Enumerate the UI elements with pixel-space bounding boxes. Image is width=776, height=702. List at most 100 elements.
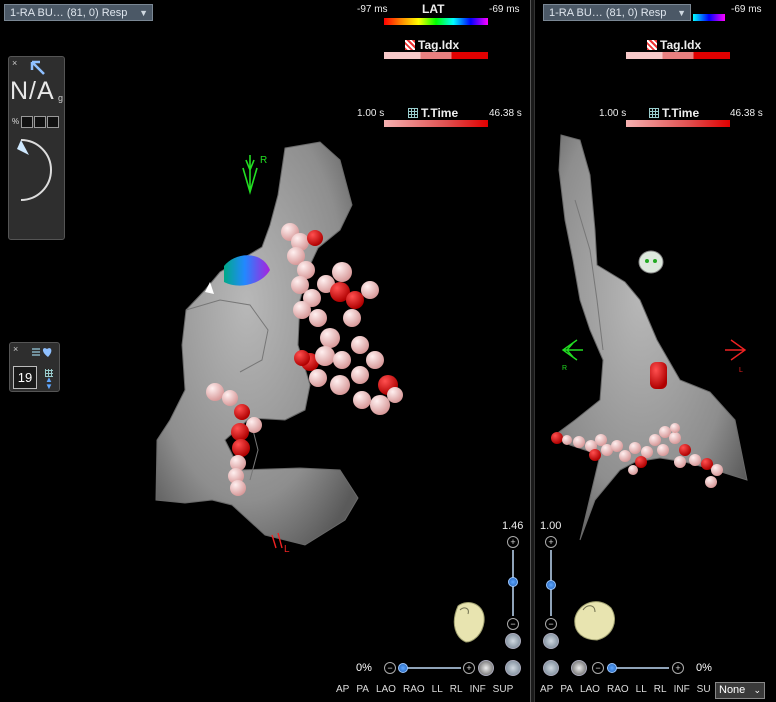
right-opacity-plus[interactable]: + [672,662,684,674]
right-time-min-label: 1.00 s [599,108,627,119]
tag-index-bar [384,52,488,59]
time-title: T.Time [408,106,458,120]
right-view-button-rao[interactable]: RAO [606,684,629,695]
chevron-down-icon: ⌄ [753,685,761,695]
lat-min-label: -97 ms [357,4,388,15]
right-view-button-rl[interactable]: RL [653,684,667,695]
right-opacity-minus[interactable]: − [592,662,604,674]
left-map-selector-label: 1-RA BU… (81, 0) Resp [10,7,128,19]
left-opacity-pct: 0% [356,662,372,674]
right-display-dropdown[interactable]: None ⌄ [715,682,765,699]
right-lat-max-label: -69 ms [731,4,762,15]
left-opacity-plus[interactable]: + [463,662,475,674]
right-heart-view-button[interactable] [543,633,559,649]
right-zoom-out-button[interactable]: − [545,618,557,630]
left-view-button-sup[interactable]: SUP [492,684,514,695]
lat-activation-patch [224,255,270,286]
orient-arrow-top [242,155,258,195]
ablation-tag-spheres [206,223,403,496]
left-zoom-slider-knob[interactable] [508,577,518,587]
left-view-button-pa[interactable]: PA [356,684,369,695]
arrow-pointer-icon [30,60,45,75]
right-opacity-slider-track[interactable] [607,667,669,669]
right-map-selector[interactable]: 1-RA BU… (81, 0) Resp ▼ [543,4,691,21]
left-view-button-inf[interactable]: INF [469,684,486,695]
right-orient-arrow-right [725,339,747,361]
left-view-button-rao[interactable]: RAO [402,684,425,695]
right-zoom-value: 1.00 [540,520,562,532]
catheter-panel-close-button[interactable]: × [12,58,18,68]
left-view-button-ll[interactable]: LL [431,684,443,695]
lat-max-label: -69 ms [489,4,520,15]
chevron-down-icon: ▼ [677,8,686,18]
heart-orientation-icon[interactable] [446,598,494,646]
tag-icon [405,40,415,50]
orient-label-top: R [260,155,267,166]
point-count-box: 19 [13,366,37,389]
catheter-value-sub: g [58,93,64,103]
chevron-down-icon: ▼ [139,8,148,18]
left-opacity-slider-track[interactable] [399,667,461,669]
right-zoom-slider-knob[interactable] [546,580,556,590]
right-view-button-ap[interactable]: AP [540,684,554,695]
counter-stepper[interactable]: ▲ ▼ [45,375,53,391]
contact-force-gauge-icon [17,139,52,201]
right-anatomy-mesh [554,134,748,541]
viewport-divider[interactable] [530,0,535,702]
right-opacity-slider-knob[interactable] [607,663,617,673]
right-opacity-pct: 0% [696,662,712,674]
left-view-button-ap[interactable]: AP [336,684,350,695]
left-zoom-out-button[interactable]: − [507,618,519,630]
left-sphere-button[interactable] [478,660,494,676]
heart-flow-icon [32,348,52,357]
right-view-button-inf[interactable]: INF [673,684,690,695]
right-zoom-in-button[interactable]: + [545,536,557,548]
catheter-value: N/A [10,77,55,105]
left-zoom-in-button[interactable]: + [507,536,519,548]
counter-grid-icon [45,367,53,377]
tag-index-title: Tag.Idx [405,38,459,52]
right-view-button-pa[interactable]: PA [560,684,573,695]
catheter-info-panel: × N/A g % [8,56,65,240]
right-heart-orientation-icon[interactable] [569,594,621,646]
lat-title: LAT [422,2,445,16]
left-heart-mini-button[interactable] [505,660,521,676]
left-zoom-value: 1.46 [502,520,524,532]
left-view-button-lao[interactable]: LAO [375,684,396,695]
right-orient-arrow-left [561,339,583,361]
orient-arrow-bottom [271,532,283,549]
right-heart-mini-button[interactable] [543,660,559,676]
left-view-buttons: AP PA LAO RAO LL RL INF SUP [336,684,520,695]
right-lat-color-bar [693,14,725,21]
left-view-button-rl[interactable]: RL [449,684,463,695]
right-orient-label-left: R [562,365,567,372]
right-time-title: T.Time [649,106,699,120]
point-counter-panel: × 19 ▲ ▼ [9,342,60,392]
right-ablation-tag-spheres [551,423,723,488]
tag-icon [647,40,657,50]
time-color-bar [384,120,488,127]
catheter-pct-label: % [12,117,20,126]
right-view-button-lao[interactable]: LAO [579,684,600,695]
right-tag-index-title: Tag.Idx [647,38,701,52]
right-view-buttons: AP PA LAO RAO LL RL INF SU [540,684,718,695]
point-count-value: 19 [17,370,33,385]
right-view-button-ll[interactable]: LL [635,684,647,695]
right-anatomy-render[interactable]: R L [535,0,776,702]
left-map-selector[interactable]: 1-RA BU… (81, 0) Resp ▼ [4,4,153,21]
right-sphere-button[interactable] [571,660,587,676]
right-map-selector-label: 1-RA BU… (81, 0) Resp [549,7,667,19]
grid-icon [408,108,418,118]
left-opacity-minus[interactable]: − [384,662,396,674]
left-heart-view-button[interactable] [505,633,521,649]
right-view-button-su[interactable]: SU [696,684,711,695]
right-time-max-label: 46.38 s [730,108,763,119]
counter-panel-close-button[interactable]: × [13,344,19,354]
catheter-segment-boxes [21,116,59,128]
orient-label-bottom: L [284,544,290,555]
left-opacity-slider-knob[interactable] [398,663,408,673]
right-3d-viewport[interactable]: 1-RA BU… (81, 0) Resp ▼ -69 ms Tag.Idx 1… [535,0,776,702]
right-time-color-bar [626,120,730,127]
left-anatomy-render[interactable]: R L [0,0,530,702]
left-3d-viewport[interactable]: 1-RA BU… (81, 0) Resp ▼ -97 ms LAT -69 m… [0,0,530,702]
